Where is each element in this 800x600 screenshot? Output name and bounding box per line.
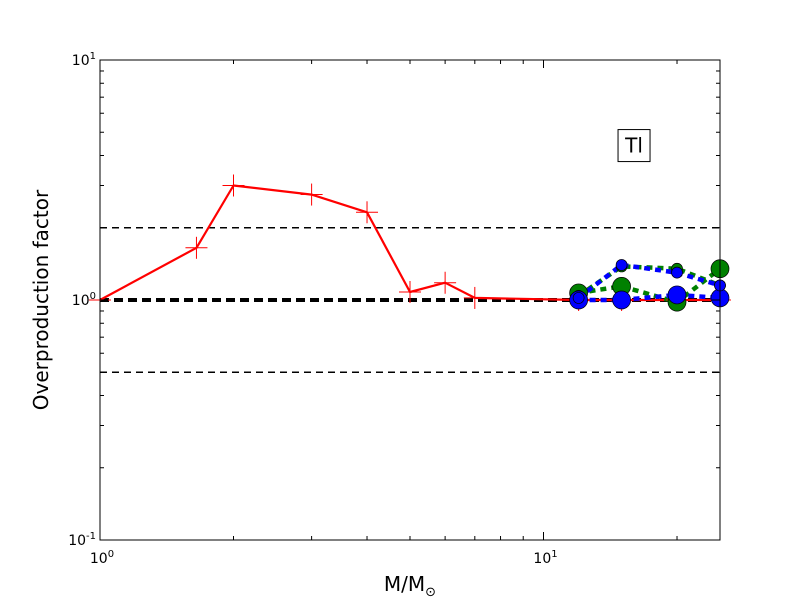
- series-0-point-3: [300, 183, 323, 206]
- series-3-point-2: [667, 285, 687, 305]
- series-4-point-2: [671, 266, 683, 279]
- y-tick-label: 100: [72, 291, 96, 309]
- annotation-box: Tl: [617, 129, 651, 163]
- x-tick-label: 100: [90, 549, 114, 567]
- x-tick-label: 101: [533, 549, 557, 567]
- series-4-point-1: [615, 259, 628, 271]
- axis-ticks: [99, 59, 720, 541]
- y-tick-label: 101: [72, 51, 96, 69]
- series-4-point-0: [572, 292, 585, 304]
- x-axis-label-subscript: ⊙: [425, 585, 436, 600]
- y-tick-label: 10-1: [68, 531, 96, 549]
- series-0-point-4: [356, 201, 379, 224]
- x-axis-label: M/M⊙: [384, 572, 436, 600]
- series-3-point-1: [612, 290, 631, 310]
- series-4-line: [577, 262, 721, 300]
- series-markers: [89, 174, 731, 312]
- series-3-line: [578, 292, 721, 303]
- series-0-point-5: [399, 280, 421, 303]
- series-0-point-2: [222, 174, 245, 197]
- series-0-point-7: [463, 286, 486, 309]
- x-axis-label-main: M/M: [384, 572, 425, 596]
- series-0-point-6: [434, 271, 457, 294]
- series-0-point-1: [185, 236, 208, 259]
- annotation-label: Tl: [624, 134, 643, 158]
- y-axis-label: Overproduction factor: [29, 189, 53, 410]
- annotation-frame: [617, 129, 651, 163]
